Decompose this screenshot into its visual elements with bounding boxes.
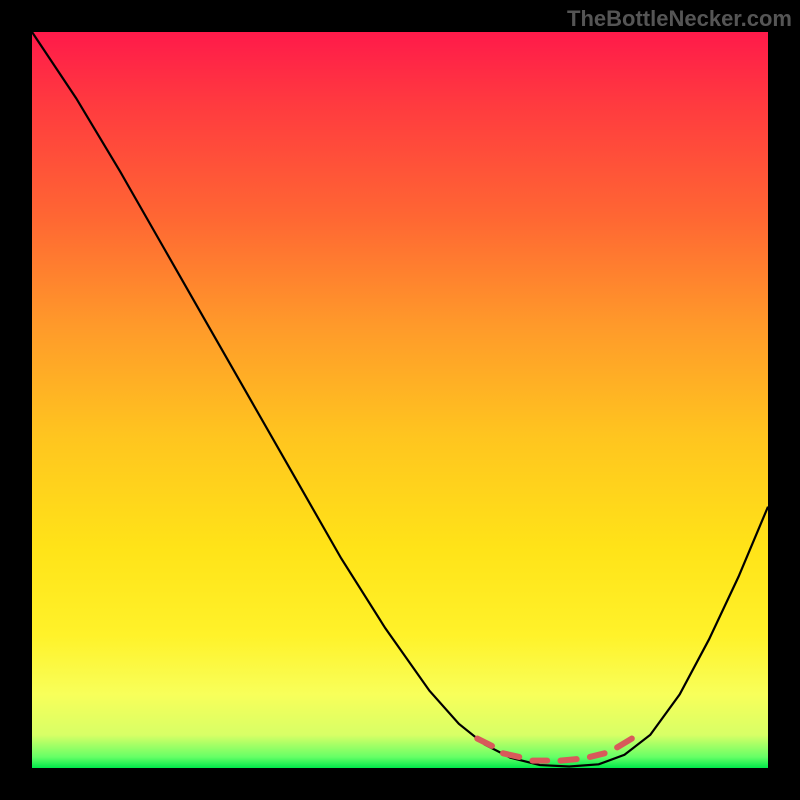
- optimal-mark: [503, 753, 519, 757]
- optimal-mark: [560, 759, 576, 760]
- optimal-mark: [617, 739, 632, 748]
- watermark-text: TheBottleNecker.com: [567, 6, 792, 32]
- bottleneck-curve: [32, 32, 768, 767]
- plot-area: [32, 32, 768, 768]
- figure-container: TheBottleNecker.com: [0, 0, 800, 800]
- optimal-mark: [590, 753, 605, 757]
- optimal-range-marks: [477, 739, 632, 761]
- optimal-mark: [477, 739, 492, 746]
- curve-layer: [32, 32, 768, 768]
